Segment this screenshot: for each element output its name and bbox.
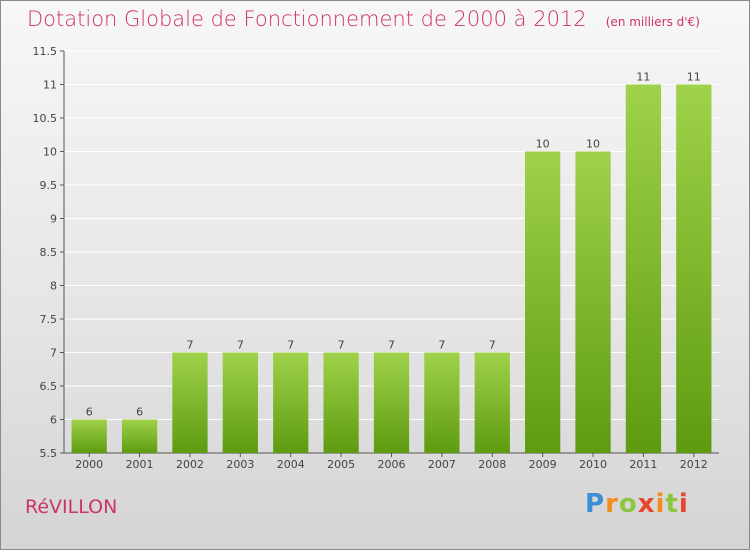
bar (373, 352, 410, 453)
y-tick-label: 9.5 (40, 179, 58, 192)
bar (424, 352, 460, 453)
title-row: Dotation Globale de Fonctionnement de 20… (27, 7, 700, 31)
chart-subtitle: (en milliers d'€) (605, 15, 700, 29)
x-tick-label: 2002 (176, 458, 204, 471)
bar (474, 352, 510, 453)
y-tick-label: 6.5 (40, 380, 58, 393)
x-tick-label: 2001 (126, 458, 154, 471)
proxiti-logo: Proxiti (585, 489, 689, 519)
data-label: 7 (338, 339, 345, 352)
chart-title: Dotation Globale de Fonctionnement de 20… (27, 7, 587, 31)
data-label: 7 (388, 339, 395, 352)
y-tick-label: 11 (43, 79, 57, 92)
y-tick-label: 5.5 (40, 447, 58, 460)
y-tick-label: 7.5 (40, 313, 58, 326)
y-tick-label: 9 (50, 213, 57, 226)
bar (625, 84, 662, 453)
data-label: 6 (136, 406, 143, 419)
bar (273, 352, 309, 453)
x-tick-label: 2004 (277, 458, 305, 471)
y-tick-label: 8 (50, 280, 57, 293)
commune-name: RéVILLON (25, 496, 118, 518)
data-label: 7 (438, 339, 445, 352)
data-label: 7 (186, 339, 193, 352)
y-tick-label: 10.5 (33, 112, 58, 125)
x-tick-label: 2007 (428, 458, 456, 471)
data-label: 10 (536, 138, 550, 151)
x-tick-label: 2009 (529, 458, 557, 471)
x-tick-label: 2012 (680, 458, 708, 471)
bar (172, 352, 208, 453)
y-tick-label: 8.5 (40, 246, 58, 259)
bar (222, 352, 258, 453)
x-tick-label: 2003 (226, 458, 254, 471)
bar (121, 419, 158, 453)
data-label: 11 (687, 71, 701, 84)
x-tick-label: 2006 (378, 458, 406, 471)
x-tick-label: 2000 (75, 458, 103, 471)
bars (71, 84, 712, 453)
labels: 6 2000 6 2001 7 2002 7 2003 7 2004 7 2005 7 2006 7 2007… (75, 71, 708, 472)
data-label: 7 (237, 339, 244, 352)
bar (525, 151, 561, 453)
bar (575, 151, 611, 453)
data-label: 7 (287, 339, 294, 352)
x-tick-label: 2005 (327, 458, 355, 471)
bar (71, 419, 107, 453)
y-tick-label: 10 (43, 146, 57, 159)
y-tick-label: 11.5 (33, 45, 58, 58)
data-label: 11 (636, 71, 650, 84)
data-label: 6 (86, 406, 93, 419)
data-label: 7 (489, 339, 496, 352)
y-tick-label: 7 (50, 347, 57, 360)
x-tick-label: 2008 (478, 458, 506, 471)
data-label: 10 (586, 138, 600, 151)
bar (676, 84, 712, 453)
x-tick-label: 2011 (629, 458, 657, 471)
bar (323, 352, 359, 453)
y-tick-label: 6 (50, 414, 57, 427)
x-tick-label: 2010 (579, 458, 607, 471)
